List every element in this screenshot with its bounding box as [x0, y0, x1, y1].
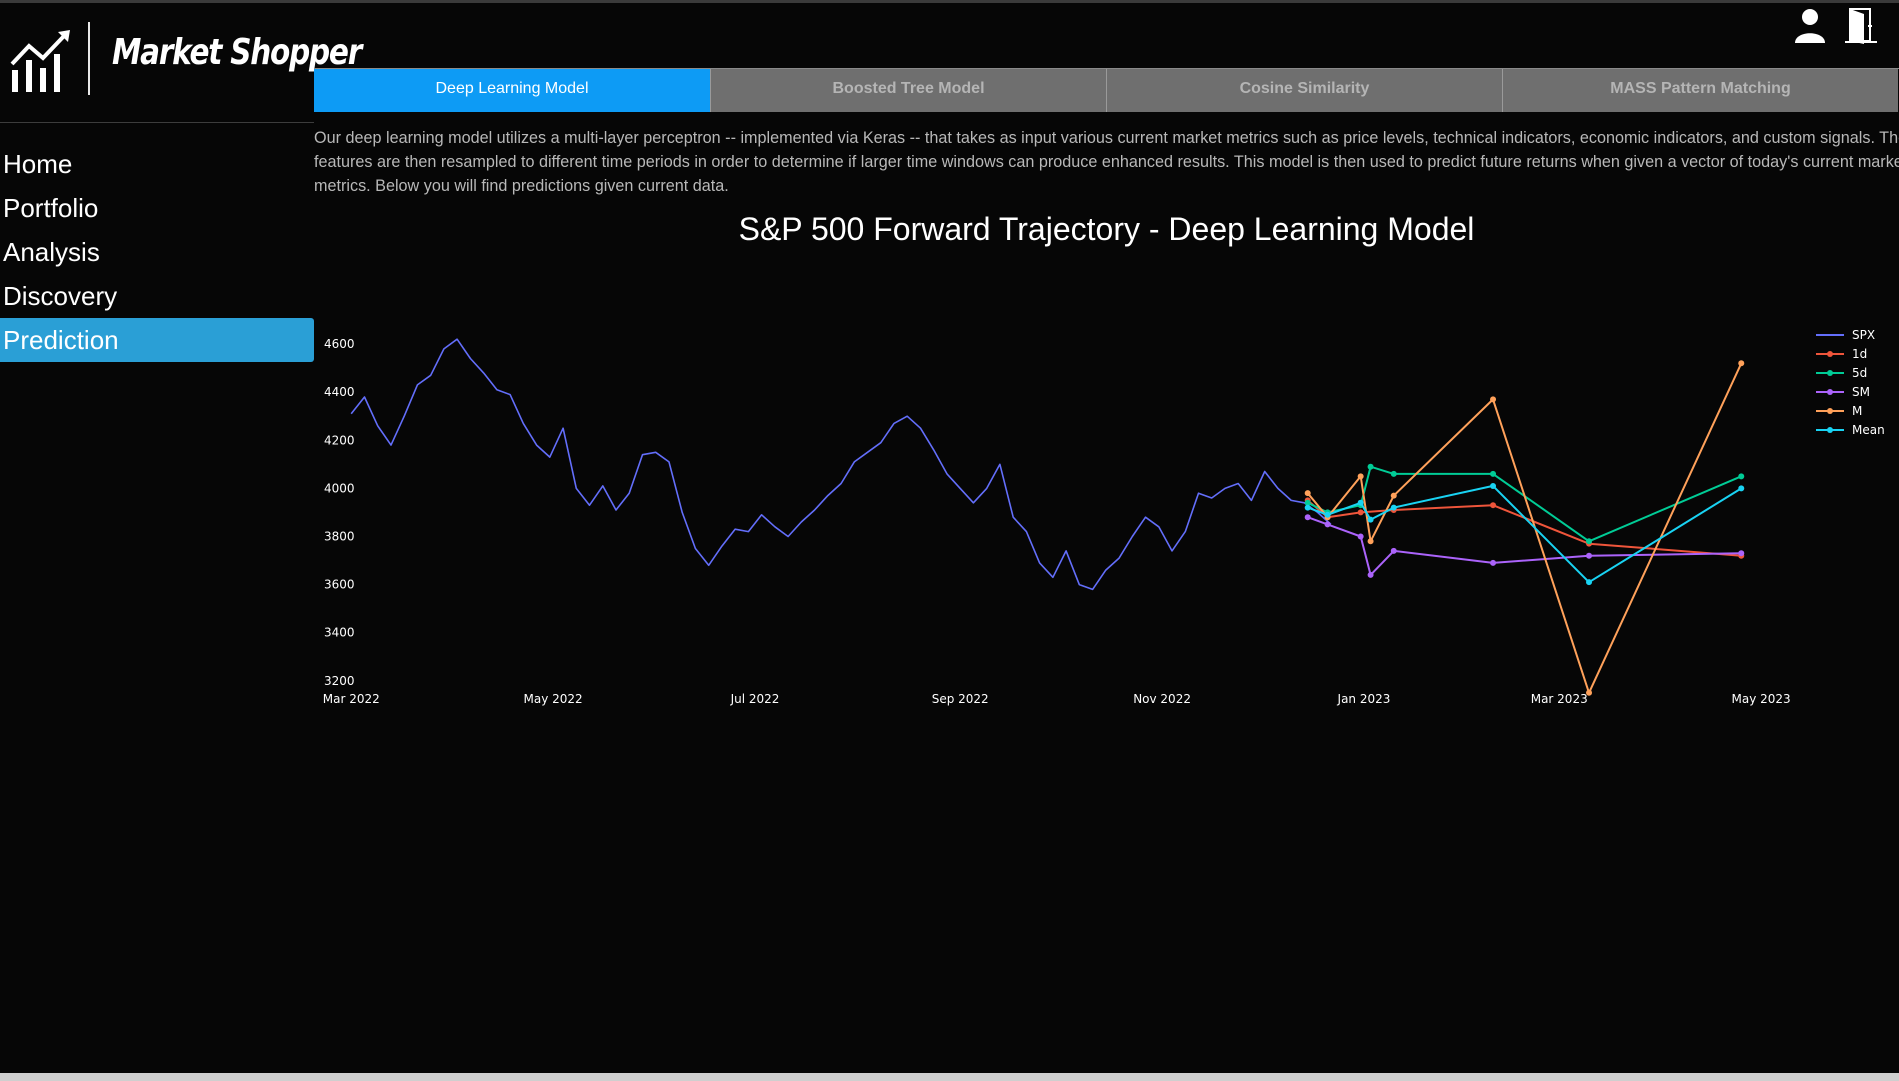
data-point-m: [1586, 689, 1593, 696]
description-line: Our deep learning model utilizes a multi…: [314, 129, 1899, 147]
data-point-5d: [1738, 473, 1745, 480]
x-tick-label: Nov 2022: [1133, 692, 1191, 706]
x-tick-label: Sep 2022: [932, 692, 989, 706]
legend-marker: [1827, 408, 1833, 414]
description-line: metrics. Below you will find predictions…: [314, 177, 729, 195]
nav-item-analysis[interactable]: Analysis: [3, 237, 100, 267]
data-point-mean: [1304, 504, 1311, 511]
data-point-mean: [1390, 504, 1397, 511]
app-logo[interactable]: Market Shopper: [10, 22, 362, 98]
data-point-1d: [1490, 502, 1497, 509]
data-point-m: [1490, 396, 1497, 403]
y-tick-label: 3600: [324, 578, 355, 592]
data-point-1d: [1357, 509, 1364, 516]
bottom-bar: [0, 1073, 1899, 1081]
y-tick-label: 4400: [324, 385, 355, 399]
model-description: Our deep learning model utilizes a multi…: [314, 126, 1899, 198]
legend-label: 5d: [1852, 366, 1867, 380]
nav-divider: [0, 122, 314, 123]
legend-label: M: [1852, 404, 1862, 418]
data-point-mean: [1324, 511, 1331, 518]
data-point-5d: [1490, 470, 1497, 477]
data-point-mean: [1738, 485, 1745, 492]
logo-divider: [88, 22, 90, 95]
nav-item-prediction[interactable]: Prediction: [0, 318, 314, 362]
data-point-5d: [1586, 538, 1593, 545]
legend-marker: [1827, 389, 1833, 395]
x-tick-label: Mar 2023: [1531, 692, 1588, 706]
tab-mass-pattern-matching[interactable]: MASS Pattern Matching: [1502, 69, 1898, 112]
legend-label: Mean: [1852, 423, 1885, 437]
x-tick-label: Jan 2023: [1337, 692, 1391, 706]
nav-item-discovery[interactable]: Discovery: [3, 281, 118, 311]
y-tick-label: 3800: [324, 529, 355, 543]
tab-cosine-similarity[interactable]: Cosine Similarity: [1106, 69, 1502, 112]
y-tick-label: 4200: [324, 433, 355, 447]
data-point-m: [1304, 490, 1311, 497]
data-point-5d: [1304, 499, 1311, 506]
legend-label: SM: [1852, 385, 1870, 399]
top-border: [0, 0, 1899, 3]
chart-title: S&P 500 Forward Trajectory - Deep Learni…: [738, 211, 1475, 247]
x-tick-label: May 2023: [1732, 692, 1791, 706]
legend-label: SPX: [1852, 328, 1875, 342]
y-tick-label: 4600: [324, 337, 355, 351]
legend-label: 1d: [1852, 347, 1867, 361]
nav-item-portfolio[interactable]: Portfolio: [3, 193, 99, 223]
series-line-m: [1306, 362, 1743, 694]
legend-marker: [1827, 370, 1833, 376]
description-line: features are then resampled to different…: [314, 153, 1899, 171]
data-point-sm: [1490, 559, 1497, 566]
y-tick-label: 4000: [324, 481, 355, 495]
data-point-sm: [1586, 552, 1593, 559]
tab-boosted-tree-model[interactable]: Boosted Tree Model: [710, 69, 1106, 112]
data-point-mean: [1586, 579, 1593, 586]
logout-door-icon[interactable]: [1842, 6, 1882, 44]
data-point-mean: [1357, 499, 1364, 506]
data-point-sm: [1390, 547, 1397, 554]
data-point-mean: [1367, 516, 1374, 523]
data-point-m: [1390, 492, 1397, 499]
legend-marker: [1827, 351, 1833, 357]
x-tick-label: Mar 2022: [323, 692, 380, 706]
data-point-sm: [1738, 550, 1745, 557]
app-name: Market Shopper: [112, 32, 362, 73]
data-point-sm: [1324, 521, 1331, 528]
data-point-m: [1367, 538, 1374, 545]
user-icon[interactable]: [1790, 6, 1830, 44]
data-point-mean: [1490, 482, 1497, 489]
x-tick-label: Jul 2022: [730, 692, 780, 706]
model-tabs: Deep Learning Model Boosted Tree Model C…: [314, 68, 1899, 112]
chart-trend-icon: [10, 30, 70, 92]
series-line-mean: [1307, 484, 1742, 584]
x-tick-label: May 2022: [524, 692, 583, 706]
data-point-5d: [1390, 470, 1397, 477]
data-point-sm: [1357, 533, 1364, 540]
tab-deep-learning-model[interactable]: Deep Learning Model: [314, 69, 710, 112]
series-line-spx: [350, 338, 1332, 591]
data-point-5d: [1367, 463, 1374, 470]
data-point-sm: [1367, 571, 1374, 578]
legend-marker: [1827, 427, 1833, 433]
series-line-sm: [1307, 516, 1742, 576]
y-tick-label: 3200: [324, 674, 355, 688]
forecast-chart: 3200 3400 3600 3800 4000 4200 4400 4600 Mar 2022…: [323, 328, 1885, 706]
data-point-m: [1357, 473, 1364, 480]
nav-item-home[interactable]: Home: [3, 149, 73, 179]
data-point-m: [1738, 360, 1745, 367]
sidebar-nav: Home Portfolio Analysis Discovery Predic…: [0, 142, 314, 362]
y-tick-label: 3400: [324, 626, 355, 640]
data-point-sm: [1304, 514, 1311, 521]
